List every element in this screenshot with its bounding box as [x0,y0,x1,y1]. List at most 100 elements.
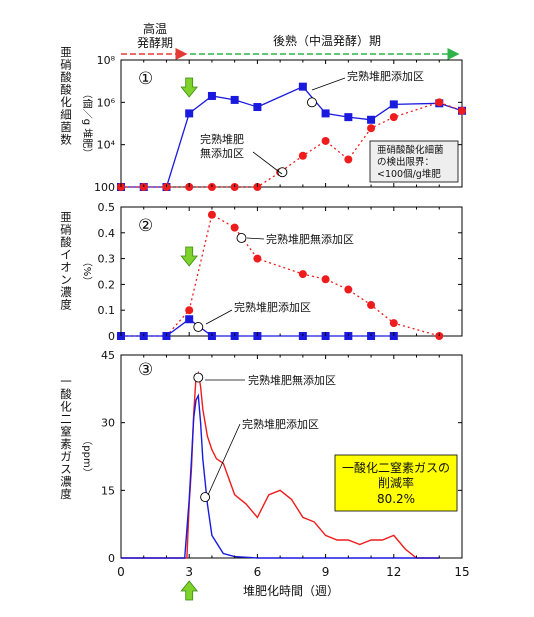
x-tick-label: 3 [185,565,193,579]
panel-1-with-label: 完熟堆肥添加区 [347,69,424,83]
data-point-circle [185,306,194,315]
detection-limit-line2: の検出限界： [377,156,434,168]
y-label-char: 窒 [60,425,72,439]
data-point-circle [389,319,398,328]
y-label-char: オ [60,260,72,274]
panel-3-with-label: 完熟堆肥添加区 [242,417,319,431]
x-tick-label: 12 [386,565,401,579]
callout-marker [193,372,204,383]
data-point-square [367,115,376,124]
y-label-char: 酸 [60,70,72,84]
data-point-circle [367,124,376,133]
x-tick-label: 9 [322,565,330,579]
y-label-char: 二 [60,412,72,426]
callout-marker [236,233,247,243]
panel-1-without-label-1: 完熟堆肥 [200,132,244,146]
data-point-square [298,82,307,91]
y-tick-label: 0.4 [98,227,116,240]
y-label-unit: （%） [81,257,93,287]
compost-addition-arrow-down [180,246,199,267]
y-label-char: ン [60,273,72,287]
series-line [121,393,440,559]
data-point-circle [207,210,216,219]
data-point-circle [367,301,376,310]
y-label-char: 酸 [60,387,72,401]
panel-3-series [121,370,440,559]
reduction-rate-box [334,454,458,512]
data-point-circle [435,98,444,107]
y-label-char: 化 [60,400,72,414]
callout-marker [193,322,204,332]
data-point-circle [344,285,353,294]
panel-3-number: ③ [138,360,153,380]
y-label-char: 濃 [60,475,72,489]
data-point-square [389,100,398,109]
y-tick-label: 0.5 [98,201,116,214]
y-label-char: 硝 [60,223,72,237]
phase-header: 高温 発酵期 後熟（中温発酵）期 [121,21,460,60]
data-point-square [253,103,262,112]
panel-1-number: ① [138,69,153,89]
x-tick-label: 6 [254,565,262,579]
x-tick-label: 0 [117,565,125,579]
x-tick-label: 15 [454,565,469,579]
phase-high-temp-label-1: 高温 [143,21,167,36]
y-label-char: 度 [60,487,72,501]
panel-3-annotations: 完熟堆肥無添加区 完熟堆肥添加区 一酸化二窒素ガスの 削減率 80.2% [205,373,458,512]
y-label-unit: （個／g 堆肥） [81,89,94,159]
data-point-circle [344,155,353,164]
data-point-square [344,113,353,122]
data-point-square [230,95,239,104]
panel-1-frame [120,59,463,188]
panel-2-y-ticks: 0 0.1 0.2 0.3 0.4 0.5 [98,201,462,343]
y-label-char: イ [60,248,72,262]
reduction-rate-line1: 一酸化二窒素ガスの [342,460,450,475]
panel-2-with-label: 完熟堆肥添加区 [234,300,311,314]
data-point-circle [458,106,466,115]
y-label-char: 亜 [60,45,72,59]
panel-2-number: ② [138,216,153,236]
y-label-char: 亜 [60,210,72,224]
callout-marker [200,492,211,503]
phase-maturation-label: 後熟（中温発酵）期 [273,33,381,48]
y-tick-label: 30 [101,417,115,430]
y-label-char: ス [60,462,72,476]
data-point-square [185,315,194,324]
y-label-char: 濃 [60,285,72,299]
y-label-char: 細 [60,108,72,122]
x-axis-ticks: 0 3 6 9 12 15 [117,60,470,579]
y-tick-label: 0.2 [98,278,116,291]
reduction-rate-line2: 削減率 [378,475,414,490]
y-tick-label: 10⁶ [97,96,116,109]
y-tick-label: 0 [108,330,115,343]
y-label-char: 菌 [60,120,72,134]
panel-1-annotations: 完熟堆肥添加区 完熟堆肥 無添加区 亜硝酸酸化細菌 の検出限界： <100個/g… [200,69,459,183]
panel-1-without-label-2: 無添加区 [200,146,244,160]
data-point-square [207,91,216,100]
y-tick-label: 45 [101,349,115,362]
y-label-char: 硝 [60,58,72,72]
data-point-circle [389,113,398,122]
panel-2-without-label: 完熟堆肥無添加区 [266,232,354,246]
reduction-rate-line3: 80.2% [377,492,415,506]
phase-high-temp-label-2: 発酵期 [137,36,173,50]
y-label-char: 化 [60,95,72,109]
y-tick-label: 0 [108,552,115,565]
panel-1-y-ticks: 100 10⁴ 10⁶ 10⁸ [94,54,462,194]
panel-2-frame [120,206,463,337]
y-tick-label: 0.3 [98,253,116,266]
y-tick-label: 10⁸ [97,54,116,67]
panel-3-without-label: 完熟堆肥無添加区 [248,373,336,387]
y-tick-label: 15 [101,484,115,497]
panel-3-y-ticks: 0 15 30 45 [101,349,462,565]
y-label-char: 素 [60,437,72,451]
data-point-circle [230,223,239,232]
compost-addition-arrow-up [180,580,199,601]
